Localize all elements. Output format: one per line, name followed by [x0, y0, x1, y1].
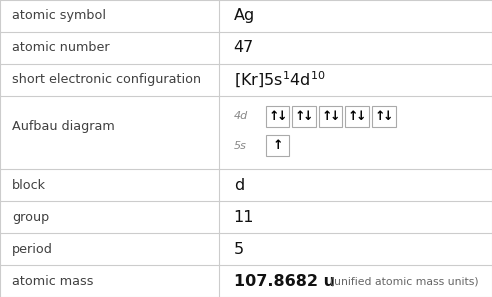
- Text: ↓: ↓: [356, 110, 367, 123]
- Text: atomic mass: atomic mass: [12, 274, 94, 287]
- Text: ↑: ↑: [321, 110, 332, 123]
- Text: ↑: ↑: [268, 110, 279, 123]
- Text: period: period: [12, 243, 53, 256]
- Bar: [372, 106, 396, 127]
- Text: 47: 47: [234, 40, 254, 56]
- Bar: [292, 106, 316, 127]
- Text: $\mathsf{[Kr]5s^14d^{10}}$: $\mathsf{[Kr]5s^14d^{10}}$: [234, 70, 325, 90]
- Text: 4d: 4d: [234, 111, 248, 121]
- Bar: [266, 106, 289, 127]
- Text: ↓: ↓: [382, 110, 393, 123]
- Text: atomic number: atomic number: [12, 41, 110, 54]
- Text: ↑: ↑: [374, 110, 385, 123]
- Text: ↑: ↑: [295, 110, 306, 123]
- Text: Ag: Ag: [234, 9, 255, 23]
- Bar: [319, 106, 342, 127]
- Text: (unified atomic mass units): (unified atomic mass units): [330, 276, 478, 286]
- Text: ↑: ↑: [348, 110, 359, 123]
- Text: short electronic configuration: short electronic configuration: [12, 73, 201, 86]
- Text: 11: 11: [234, 210, 254, 225]
- Text: ↓: ↓: [329, 110, 340, 123]
- Bar: [345, 106, 369, 127]
- Text: block: block: [12, 179, 46, 192]
- Text: 5: 5: [234, 241, 244, 257]
- Text: 107.8682 u: 107.8682 u: [234, 274, 335, 288]
- Text: d: d: [234, 178, 244, 193]
- Text: ↓: ↓: [276, 110, 287, 123]
- Text: ↓: ↓: [303, 110, 313, 123]
- Text: atomic symbol: atomic symbol: [12, 10, 106, 23]
- Text: Aufbau diagram: Aufbau diagram: [12, 120, 115, 133]
- Text: ↑: ↑: [272, 139, 283, 152]
- Bar: [266, 135, 289, 156]
- Text: group: group: [12, 211, 50, 224]
- Text: 5s: 5s: [234, 141, 246, 151]
